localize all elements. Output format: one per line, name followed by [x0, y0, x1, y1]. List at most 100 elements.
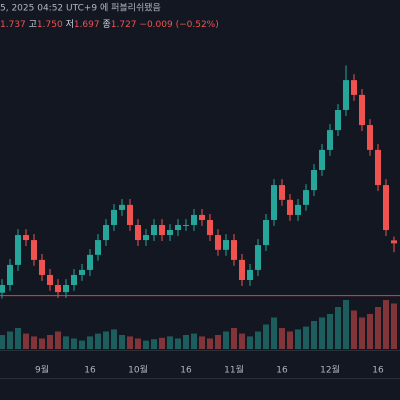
volume-bar: [103, 331, 109, 349]
candle-body: [359, 94, 365, 126]
candle-body: [215, 235, 221, 250]
candle-body: [103, 224, 109, 241]
candle-body: [383, 185, 389, 231]
volume-bar: [87, 336, 93, 349]
x-tick-label: 11월: [224, 364, 244, 376]
volume-bar: [279, 328, 285, 349]
volume-bar: [151, 339, 157, 349]
x-tick-label: 16: [276, 366, 288, 376]
volume-bar: [359, 317, 365, 349]
high-value: 1.750: [37, 20, 63, 30]
volume-bar: [63, 336, 69, 349]
volume-bar: [311, 321, 317, 349]
volume-bar: [207, 338, 213, 349]
close-value: 1.727: [111, 20, 137, 30]
volume-bar: [23, 333, 29, 349]
candle-body: [183, 224, 189, 226]
volume-bar: [199, 336, 205, 349]
volume-bar: [295, 329, 301, 349]
volume-bar: [127, 336, 133, 349]
volume-bar: [71, 338, 77, 349]
candle-body: [159, 224, 165, 236]
candle-body: [87, 254, 93, 270]
candle-body: [63, 285, 69, 293]
volume-bar: [135, 338, 141, 349]
change: −0.009 (−0.52%): [139, 20, 218, 30]
candle-body: [7, 264, 13, 286]
volume-bar: [391, 303, 397, 349]
volume-bar: [143, 340, 149, 349]
x-tick-label: 16: [84, 366, 96, 376]
volume-bar: [39, 338, 45, 349]
volume-bar: [47, 335, 53, 349]
x-tick-label: 9월: [35, 364, 49, 376]
volume-bar: [319, 317, 325, 349]
x-tick-label: 16: [180, 366, 192, 376]
candle-body: [335, 109, 341, 131]
candle-body: [167, 230, 173, 236]
x-tick-label: 16: [372, 366, 384, 376]
ohlc-legend: 1.737 고1.750 저1.697 종1.727 −0.009 (−0.52…: [0, 19, 219, 30]
volume-bar: [119, 335, 125, 349]
candle-body: [95, 240, 101, 255]
candle-body: [143, 235, 149, 241]
high-label: 고: [29, 20, 37, 30]
volume-bar: [263, 324, 269, 349]
candle-body: [375, 149, 381, 186]
candle-body: [351, 80, 357, 95]
candle-body: [111, 209, 117, 225]
candle-body: [327, 130, 333, 150]
candle-body: [223, 240, 229, 250]
close-label: 종: [102, 19, 110, 30]
volume-bar: [351, 310, 357, 349]
pane-divider: [0, 350, 400, 351]
candle-body: [15, 235, 21, 265]
volume-bar: [231, 328, 237, 349]
candle-body: [311, 170, 317, 191]
volume-bar: [55, 331, 61, 349]
candle-body: [39, 259, 45, 275]
candle-body: [199, 214, 205, 220]
candle-body: [71, 274, 77, 286]
candle-body: [295, 204, 301, 215]
candle-body: [207, 219, 213, 236]
candle-body: [119, 204, 125, 210]
candle-body: [135, 224, 141, 241]
axis-divider: [0, 378, 400, 379]
candle-body: [23, 235, 29, 241]
candle-body: [47, 274, 53, 286]
candle-body: [239, 259, 245, 280]
candle-body: [367, 125, 373, 150]
candle-body: [191, 214, 197, 225]
volume-bar: [303, 326, 309, 349]
low-label: 저: [66, 19, 74, 30]
x-tick-label: 12월: [320, 364, 340, 376]
volume-bar: [15, 328, 21, 349]
candle-body: [127, 204, 133, 225]
volume-bar: [327, 314, 333, 349]
volume-bar: [223, 331, 229, 349]
published: 5, 2025 04:52 UTC+9 에 퍼블리쉬됐음: [0, 2, 161, 14]
volume-bar: [383, 300, 389, 349]
candle-body: [151, 224, 157, 236]
open-value: 1.737: [0, 20, 26, 30]
candle-body: [0, 285, 5, 293]
volume-bar: [159, 337, 165, 349]
volume-bar: [79, 340, 85, 349]
candle-body: [287, 199, 293, 215]
volume-bar: [367, 314, 373, 349]
candle-body: [271, 185, 277, 220]
candle-body: [343, 80, 349, 110]
volume-bar: [247, 336, 253, 349]
candle-body: [303, 190, 309, 205]
candle-body: [279, 185, 285, 200]
volume-bar: [239, 333, 245, 349]
low-value: 1.697: [74, 20, 100, 30]
volume-bar: [375, 307, 381, 349]
candle-body: [175, 224, 181, 231]
candle-body: [231, 240, 237, 260]
volume-bar: [0, 335, 5, 349]
candle-body: [263, 219, 269, 246]
